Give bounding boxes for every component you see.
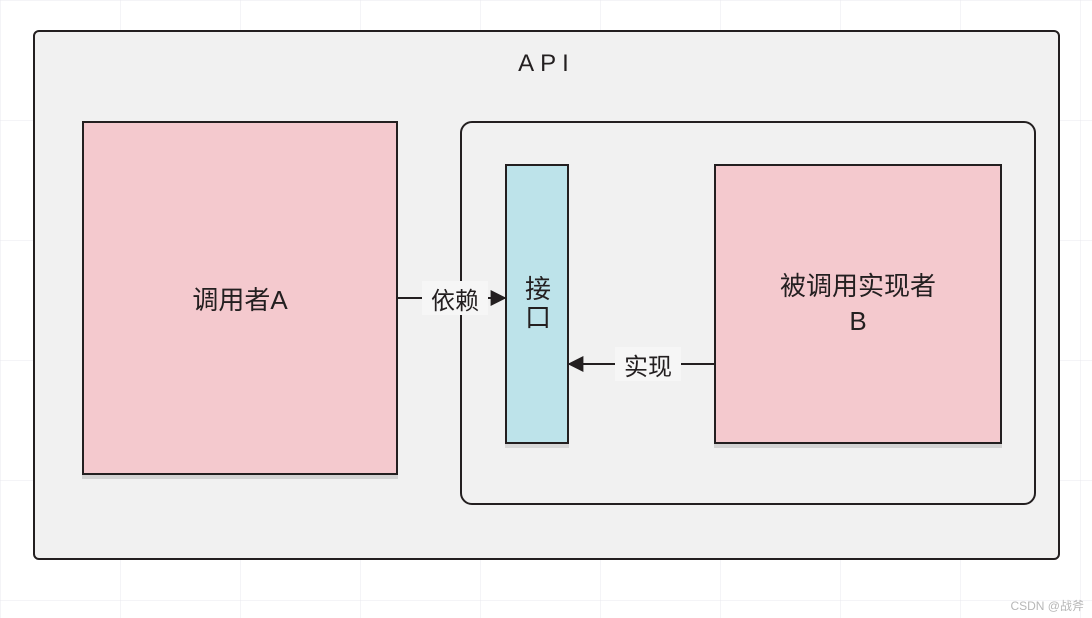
interface-node: 接口 bbox=[505, 164, 569, 444]
watermark: CSDN @战斧 bbox=[1010, 597, 1084, 614]
interface-label: 接口 bbox=[519, 275, 556, 332]
caller-a-label: 调用者A bbox=[192, 280, 287, 317]
api-title: API bbox=[33, 36, 1060, 92]
depend-edge-label: 依赖 bbox=[422, 281, 488, 315]
implement-edge-label: 实现 bbox=[615, 347, 681, 381]
implementer-b-label: 被调用实现者B bbox=[780, 269, 936, 339]
caller-a-node: 调用者A bbox=[82, 121, 398, 475]
implementer-b-node: 被调用实现者B bbox=[714, 164, 1002, 444]
